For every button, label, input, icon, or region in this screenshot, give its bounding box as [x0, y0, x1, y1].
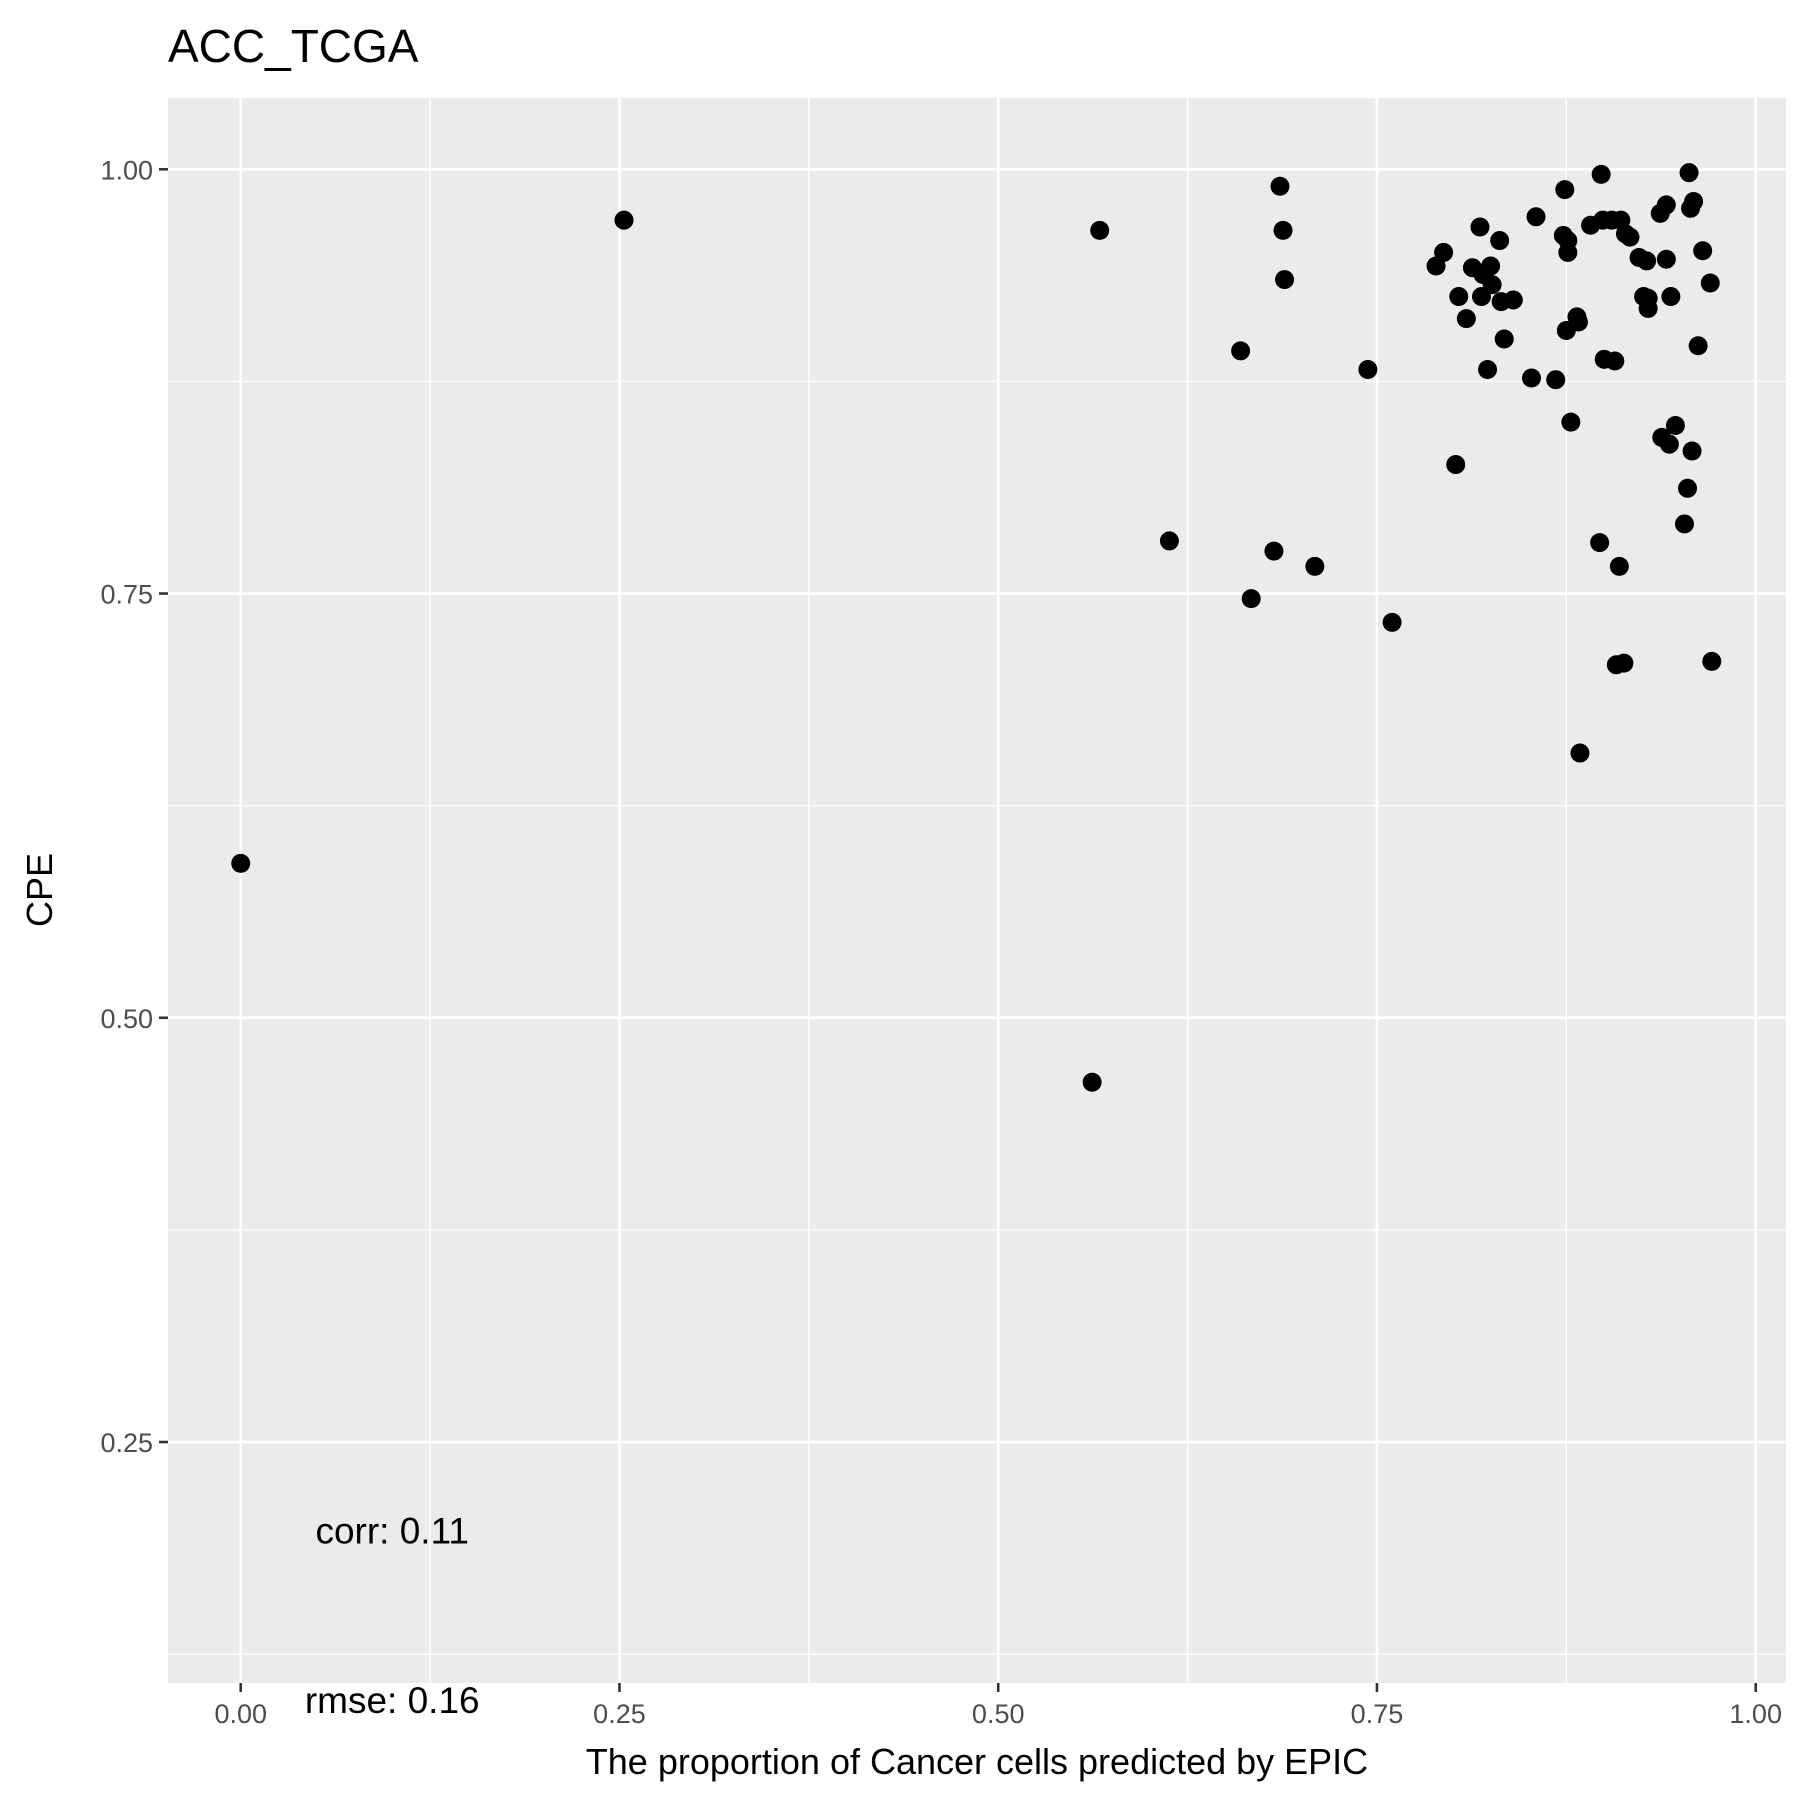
data-point — [1702, 651, 1722, 671]
y-axis-ticks: 0.25 0.50 0.75 1.00 — [100, 155, 168, 1458]
y-axis-title: CPE — [19, 853, 60, 927]
y-tick-label: 0.50 — [100, 1004, 153, 1034]
x-tick-label: 0.75 — [1351, 1699, 1404, 1729]
data-point — [1591, 164, 1611, 184]
data-point — [1490, 231, 1510, 251]
grid-major-y — [168, 167, 1786, 1444]
data-point — [1456, 309, 1476, 329]
data-point — [1682, 441, 1702, 461]
data-point — [1481, 256, 1501, 276]
data-point — [231, 853, 251, 873]
chart-annotations: corr: 0.11 rmse: 0.16 — [305, 1510, 480, 1721]
data-point — [1159, 531, 1179, 551]
x-axis-title: The proportion of Cancer cells predicted… — [586, 1741, 1368, 1782]
data-point — [1688, 336, 1708, 356]
data-point — [1449, 287, 1469, 307]
data-point — [1503, 290, 1523, 310]
x-tick-label: 0.50 — [972, 1699, 1025, 1729]
data-point — [1090, 220, 1110, 240]
data-point — [1568, 312, 1588, 332]
x-tick-label: 0.00 — [214, 1699, 267, 1729]
data-point — [1494, 329, 1514, 349]
data-point — [1470, 217, 1490, 237]
data-point — [1561, 412, 1581, 432]
data-point — [1679, 163, 1699, 183]
y-tick-label: 1.00 — [100, 155, 153, 185]
data-points — [231, 163, 1722, 1092]
data-point — [1241, 589, 1261, 609]
data-point — [1526, 207, 1546, 227]
data-point — [1382, 612, 1402, 632]
data-point — [1570, 743, 1590, 763]
x-axis-ticks: 0.00 0.25 0.50 0.75 1.00 — [214, 1683, 1782, 1729]
data-point — [1659, 434, 1679, 454]
data-point — [1661, 287, 1681, 307]
data-point — [1446, 455, 1466, 475]
data-point — [1684, 192, 1704, 212]
y-tick-label: 0.75 — [100, 580, 153, 610]
data-point — [1605, 351, 1625, 371]
data-point — [1358, 360, 1378, 380]
data-point — [1656, 195, 1676, 215]
data-point — [1521, 368, 1541, 388]
chart-title: ACC_TCGA — [168, 20, 419, 72]
data-point — [1609, 556, 1629, 576]
data-point — [1674, 514, 1694, 534]
data-point — [614, 210, 634, 230]
x-tick-label: 0.25 — [593, 1699, 646, 1729]
data-point — [1305, 556, 1325, 576]
data-point — [1665, 416, 1685, 436]
chart-annotation: rmse: 0.16 — [305, 1680, 480, 1721]
data-point — [1620, 227, 1640, 247]
data-point — [1275, 270, 1295, 290]
data-point — [1555, 180, 1575, 200]
data-point — [1434, 242, 1454, 262]
plot-panel — [168, 98, 1786, 1683]
data-point — [1082, 1072, 1102, 1092]
data-point — [1590, 533, 1610, 553]
data-point — [1264, 541, 1284, 561]
x-tick-label: 1.00 — [1729, 1699, 1782, 1729]
data-point — [1637, 251, 1657, 271]
data-point — [1478, 360, 1498, 380]
data-point — [1231, 341, 1251, 361]
chart-annotation: corr: 0.11 — [315, 1510, 469, 1551]
grid-minor-y — [168, 380, 1786, 1655]
data-point — [1678, 478, 1698, 498]
data-point — [1558, 242, 1578, 262]
grid-minor-x — [429, 98, 1567, 1683]
grid-major-x — [239, 98, 1758, 1683]
data-point — [1482, 275, 1502, 295]
data-point — [1614, 653, 1634, 673]
data-point — [1656, 249, 1676, 269]
data-point — [1273, 220, 1293, 240]
data-point — [1693, 241, 1713, 261]
y-tick-label: 0.25 — [100, 1428, 153, 1458]
data-point — [1270, 176, 1290, 196]
data-point — [1638, 298, 1658, 318]
data-point — [1700, 273, 1720, 293]
data-point — [1546, 370, 1566, 390]
